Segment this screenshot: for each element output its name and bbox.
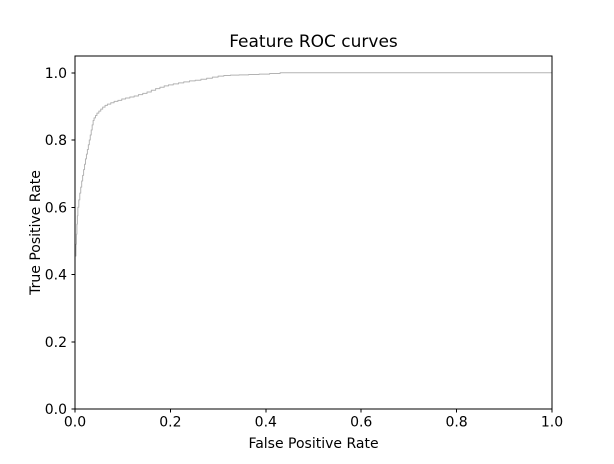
plot-series [74, 72, 552, 409]
chart-title: Feature ROC curves [229, 32, 398, 52]
x-tick-label: 0.2 [159, 415, 181, 431]
x-tick-label: 0.6 [350, 415, 372, 431]
axis-ticks: 0.0 0.2 0.4 0.6 0.8 1.0 0.0 0.2 0.4 0.6 0.8 1.0 [45, 66, 563, 431]
axes-frame [74, 55, 553, 410]
y-tick-label: 1.0 [45, 66, 67, 82]
x-tick-label: 0.0 [64, 415, 86, 431]
y-tick-label: 0.2 [45, 335, 67, 351]
x-axis-label: False Positive Rate [248, 436, 378, 452]
roc-curve [74, 72, 552, 409]
y-tick-label: 0.4 [45, 268, 67, 284]
y-axis-label: True Positive Rate [28, 170, 44, 296]
x-tick-label: 0.8 [445, 415, 467, 431]
y-tick-label: 0.6 [45, 200, 67, 216]
y-tick-label: 0.0 [45, 402, 67, 418]
x-tick-label: 1.0 [541, 415, 563, 431]
plot-spines [74, 55, 553, 410]
y-tick-label: 0.8 [45, 133, 67, 149]
x-tick-label: 0.4 [255, 415, 277, 431]
